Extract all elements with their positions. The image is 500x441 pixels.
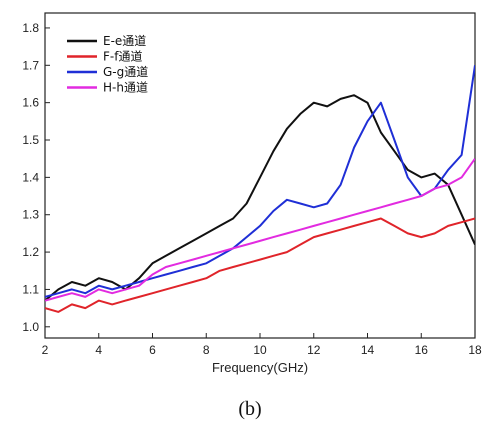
y-tick-label: 1.3 [22, 208, 39, 222]
legend-label: G-g通道 [103, 65, 148, 79]
x-tick-label: 18 [468, 343, 482, 357]
x-tick-label: 10 [253, 343, 267, 357]
y-tick-label: 1.6 [22, 96, 39, 110]
axis-layer: 2 4 6 8 10 12 14 16 18 1.0 1.1 1.2 1.3 1.4 1.5 1.6 1.7 1.… [22, 21, 482, 357]
x-tick-label: 6 [149, 343, 156, 357]
x-tick-label: 2 [42, 343, 49, 357]
series-line-2 [45, 65, 475, 298]
y-tick-label: 1.7 [22, 58, 39, 72]
y-tick-label: 1.8 [22, 21, 39, 35]
x-tick-label: 4 [95, 343, 102, 357]
figure-caption: (b) [238, 398, 262, 420]
x-tick-label: 16 [415, 343, 429, 357]
series-line-3 [45, 158, 475, 302]
legend-label: E-e通道 [103, 34, 146, 48]
legend-label: F-f通道 [103, 50, 142, 64]
x-tick-label: 8 [203, 343, 210, 357]
x-tick-label: 12 [307, 343, 321, 357]
x-tick-label: 14 [361, 343, 375, 357]
x-axis-label: Frequency(GHz) [212, 360, 308, 375]
series-line-1 [45, 217, 475, 313]
y-tick-label: 1.2 [22, 245, 39, 259]
y-tick-label: 1.0 [22, 320, 39, 334]
y-tick-label: 1.1 [22, 282, 39, 296]
y-tick-label: 1.5 [22, 133, 39, 147]
y-tick-label: 1.4 [22, 170, 39, 184]
series-layer [45, 65, 475, 313]
legend-label: H-h通道 [103, 81, 148, 95]
